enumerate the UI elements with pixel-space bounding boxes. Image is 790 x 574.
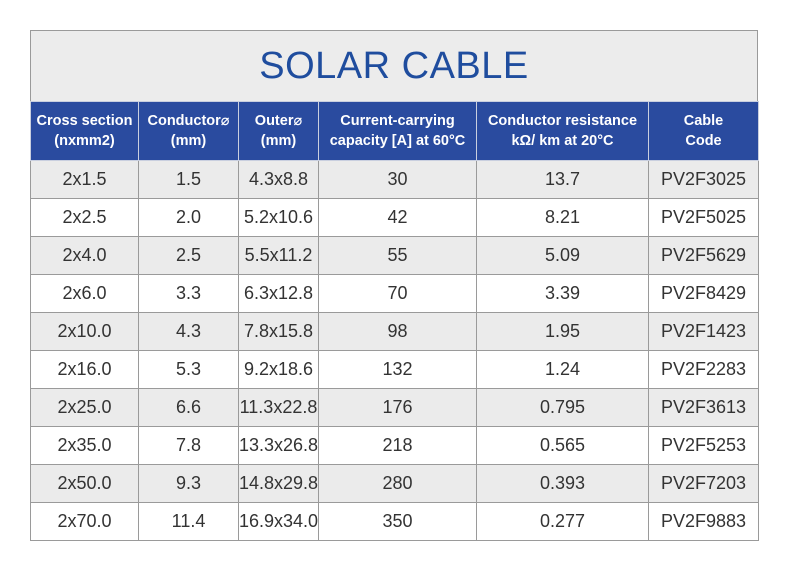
table-cell: 0.565 — [476, 426, 649, 465]
table-row: 2x25.0 6.6 11.3x22.8 176 0.795 PV2F3613 — [30, 388, 759, 427]
table-row: 2x10.0 4.3 7.8x15.8 98 1.95 PV2F1423 — [30, 312, 759, 351]
table-cell: 55 — [318, 236, 477, 275]
table-cell: 14.8x29.8 — [238, 464, 319, 503]
table-cell: 2.5 — [138, 236, 239, 275]
column-header: Conductor⌀ (mm) — [138, 101, 239, 161]
table-cell: 280 — [318, 464, 477, 503]
column-header: Cable Code — [648, 101, 759, 161]
table-cell: 0.393 — [476, 464, 649, 503]
table-cell: 176 — [318, 388, 477, 427]
table-cell: PV2F5025 — [648, 198, 759, 237]
table-cell: 5.5x11.2 — [238, 236, 319, 275]
table-cell: 350 — [318, 502, 477, 541]
table-cell: 2x2.5 — [30, 198, 139, 237]
column-header-line: Conductor⌀ — [147, 113, 230, 129]
table-row: 2x6.0 3.3 6.3x12.8 70 3.39 PV2F8429 — [30, 274, 759, 313]
table-cell: 2x35.0 — [30, 426, 139, 465]
table-cell: 2.0 — [138, 198, 239, 237]
table-row: 2x70.0 11.4 16.9x34.0 350 0.277 PV2F9883 — [30, 502, 759, 541]
table-cell: 3.3 — [138, 274, 239, 313]
cable-table: Cross section (nxmm2) Conductor⌀ (mm) Outer⌀… — [30, 101, 759, 541]
column-header-line: Conductor resistance — [487, 113, 638, 129]
table-cell: 0.795 — [476, 388, 649, 427]
table-cell: 16.9x34.0 — [238, 502, 319, 541]
table-cell: PV2F7203 — [648, 464, 759, 503]
table-cell: 0.277 — [476, 502, 649, 541]
table-cell: 13.7 — [476, 160, 649, 199]
table-row: 2x16.0 5.3 9.2x18.6 132 1.24 PV2F2283 — [30, 350, 759, 389]
table-cell: 98 — [318, 312, 477, 351]
table-cell: 1.95 — [476, 312, 649, 351]
table-cell: 11.4 — [138, 502, 239, 541]
column-header-line: Code — [685, 133, 722, 149]
column-header-line: Current-carrying — [340, 113, 455, 129]
table-cell: 5.3 — [138, 350, 239, 389]
table-cell: 7.8x15.8 — [238, 312, 319, 351]
table-cell: 42 — [318, 198, 477, 237]
table-cell: 2x1.5 — [30, 160, 139, 199]
header-row: Cross section (nxmm2) Conductor⌀ (mm) Outer⌀… — [30, 101, 759, 161]
table-cell: PV2F8429 — [648, 274, 759, 313]
column-header-line: (mm) — [170, 133, 207, 149]
table-cell: PV2F3025 — [648, 160, 759, 199]
table-cell: 13.3x26.8 — [238, 426, 319, 465]
table-cell: 2x50.0 — [30, 464, 139, 503]
table-cell: 6.3x12.8 — [238, 274, 319, 313]
table-row: 2x2.5 2.0 5.2x10.6 42 8.21 PV2F5025 — [30, 198, 759, 237]
table-row: 2x50.0 9.3 14.8x29.8 280 0.393 PV2F7203 — [30, 464, 759, 503]
column-header-line: (mm) — [260, 133, 297, 149]
table-cell: 2x16.0 — [30, 350, 139, 389]
table-cell: 9.2x18.6 — [238, 350, 319, 389]
table-cell: 6.6 — [138, 388, 239, 427]
table-cell: 2x70.0 — [30, 502, 139, 541]
column-header-line: (nxmm2) — [54, 133, 115, 149]
table-cell: 132 — [318, 350, 477, 389]
table-cell: 5.2x10.6 — [238, 198, 319, 237]
column-header-line: Cross section — [36, 113, 133, 129]
table-cell: 11.3x22.8 — [238, 388, 319, 427]
table-cell: PV2F5253 — [648, 426, 759, 465]
table-row: 2x1.5 1.5 4.3x8.8 30 13.7 PV2F3025 — [30, 160, 759, 199]
column-header-line: capacity [A] at 60°C — [329, 133, 466, 149]
column-header-line: Outer⌀ — [254, 113, 303, 129]
table-cell: PV2F9883 — [648, 502, 759, 541]
table-cell: PV2F2283 — [648, 350, 759, 389]
cable-table-card: SOLAR CABLE Cross section (nxmm2) Conducto… — [30, 30, 759, 541]
table-cell: PV2F3613 — [648, 388, 759, 427]
column-header: Current-carrying capacity [A] at 60°C — [318, 101, 477, 161]
table-cell: 5.09 — [476, 236, 649, 275]
table-cell: 4.3 — [138, 312, 239, 351]
table-row: 2x35.0 7.8 13.3x26.8 218 0.565 PV2F5253 — [30, 426, 759, 465]
table-cell: 30 — [318, 160, 477, 199]
column-header-line: kΩ/ km at 20°C — [511, 133, 614, 149]
table-cell: 7.8 — [138, 426, 239, 465]
table-cell: 9.3 — [138, 464, 239, 503]
table-body: 2x1.5 1.5 4.3x8.8 30 13.7 PV2F3025 2x2.5 2.0 5.2… — [30, 160, 759, 541]
column-header: Outer⌀ (mm) — [238, 101, 319, 161]
table-cell: PV2F1423 — [648, 312, 759, 351]
table-cell: PV2F5629 — [648, 236, 759, 275]
table-cell: 2x10.0 — [30, 312, 139, 351]
table-cell: 1.5 — [138, 160, 239, 199]
table-cell: 218 — [318, 426, 477, 465]
table-cell: 8.21 — [476, 198, 649, 237]
column-header: Conductor resistance kΩ/ km at 20°C — [476, 101, 649, 161]
table-cell: 2x6.0 — [30, 274, 139, 313]
table-cell: 2x25.0 — [30, 388, 139, 427]
table-cell: 2x4.0 — [30, 236, 139, 275]
column-header: Cross section (nxmm2) — [30, 101, 139, 161]
table-cell: 4.3x8.8 — [238, 160, 319, 199]
table-cell: 70 — [318, 274, 477, 313]
table-cell: 3.39 — [476, 274, 649, 313]
column-header-line: Cable — [683, 113, 724, 129]
table-cell: 1.24 — [476, 350, 649, 389]
title: SOLAR CABLE — [30, 30, 758, 101]
table-row: 2x4.0 2.5 5.5x11.2 55 5.09 PV2F5629 — [30, 236, 759, 275]
